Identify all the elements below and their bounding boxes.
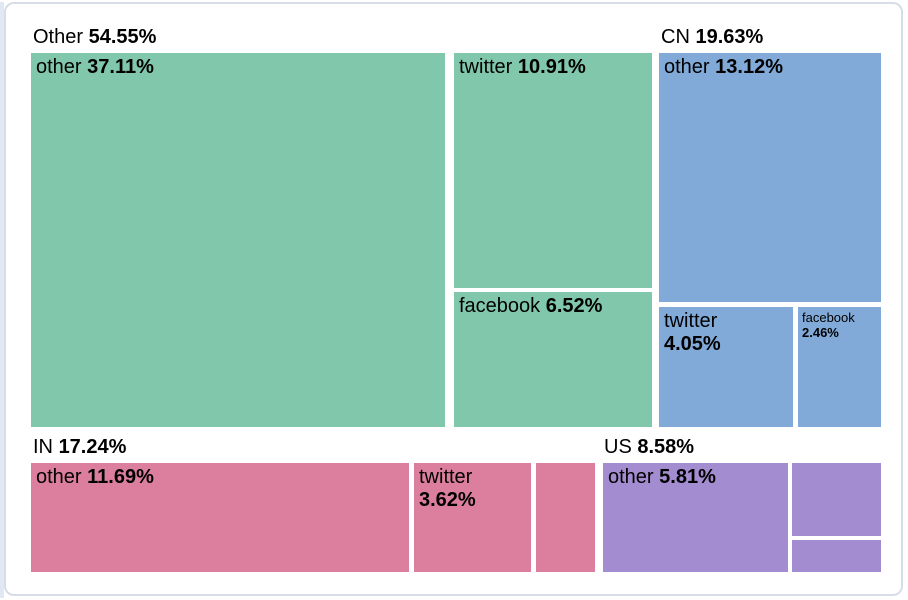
treemap-cell-cn-other[interactable]: other 13.12%	[659, 53, 881, 302]
treemap-cell-us-unlabeled-1[interactable]	[792, 463, 881, 536]
treemap-cell-us-other[interactable]: other 5.81%	[603, 463, 788, 572]
treemap-group-label-in[interactable]: IN 17.24%	[33, 436, 126, 458]
cell-name: other	[664, 56, 710, 78]
cell-percent: 11.69%	[87, 466, 154, 488]
cell-name: twitter	[459, 56, 513, 78]
group-name: Other	[33, 26, 84, 48]
group-name: IN	[33, 436, 53, 458]
treemap-cell-other-facebook[interactable]: facebook 6.52%	[454, 292, 652, 427]
treemap-cell-us-unlabeled-2[interactable]	[792, 540, 881, 572]
cell-percent: 2.46%	[802, 325, 839, 340]
cell-percent: 3.62%	[419, 489, 476, 511]
cell-name: twitter	[419, 466, 473, 488]
group-percent: 8.58%	[637, 436, 695, 458]
cell-percent: 5.81%	[659, 466, 716, 488]
group-percent: 19.63%	[695, 26, 764, 48]
treemap-cell-in-unlabeled[interactable]	[536, 463, 595, 572]
cell-percent: 4.05%	[664, 333, 721, 355]
cell-name: facebook	[802, 310, 855, 325]
cell-percent: 37.11%	[87, 56, 154, 78]
page-edge-strip	[0, 2, 4, 598]
cell-percent: 13.12%	[715, 56, 783, 78]
group-percent: 54.55%	[88, 26, 157, 48]
group-name: CN	[661, 26, 690, 48]
cell-name: twitter	[664, 310, 718, 332]
treemap-cell-other-other[interactable]: other 37.11%	[31, 53, 445, 427]
treemap-cell-cn-twitter[interactable]: twitter 4.05%	[659, 307, 793, 427]
cell-name: other	[608, 466, 654, 488]
cell-name: facebook	[459, 295, 541, 317]
group-percent: 17.24%	[58, 436, 127, 458]
treemap-group-label-cn[interactable]: CN 19.63%	[661, 26, 763, 48]
treemap-cell-cn-facebook[interactable]: facebook 2.46%	[798, 307, 881, 427]
treemap-group-label-us[interactable]: US 8.58%	[604, 436, 694, 458]
treemap-cell-in-other[interactable]: other 11.69%	[31, 463, 409, 572]
cell-name: other	[36, 56, 82, 78]
cell-name: other	[36, 466, 82, 488]
treemap-group-label-other[interactable]: Other 54.55%	[33, 26, 156, 48]
cell-percent: 10.91%	[517, 56, 586, 78]
treemap-cell-in-twitter[interactable]: twitter 3.62%	[414, 463, 531, 572]
group-name: US	[604, 436, 632, 458]
treemap-cell-other-twitter[interactable]: twitter 10.91%	[454, 53, 652, 288]
cell-percent: 6.52%	[545, 295, 603, 317]
